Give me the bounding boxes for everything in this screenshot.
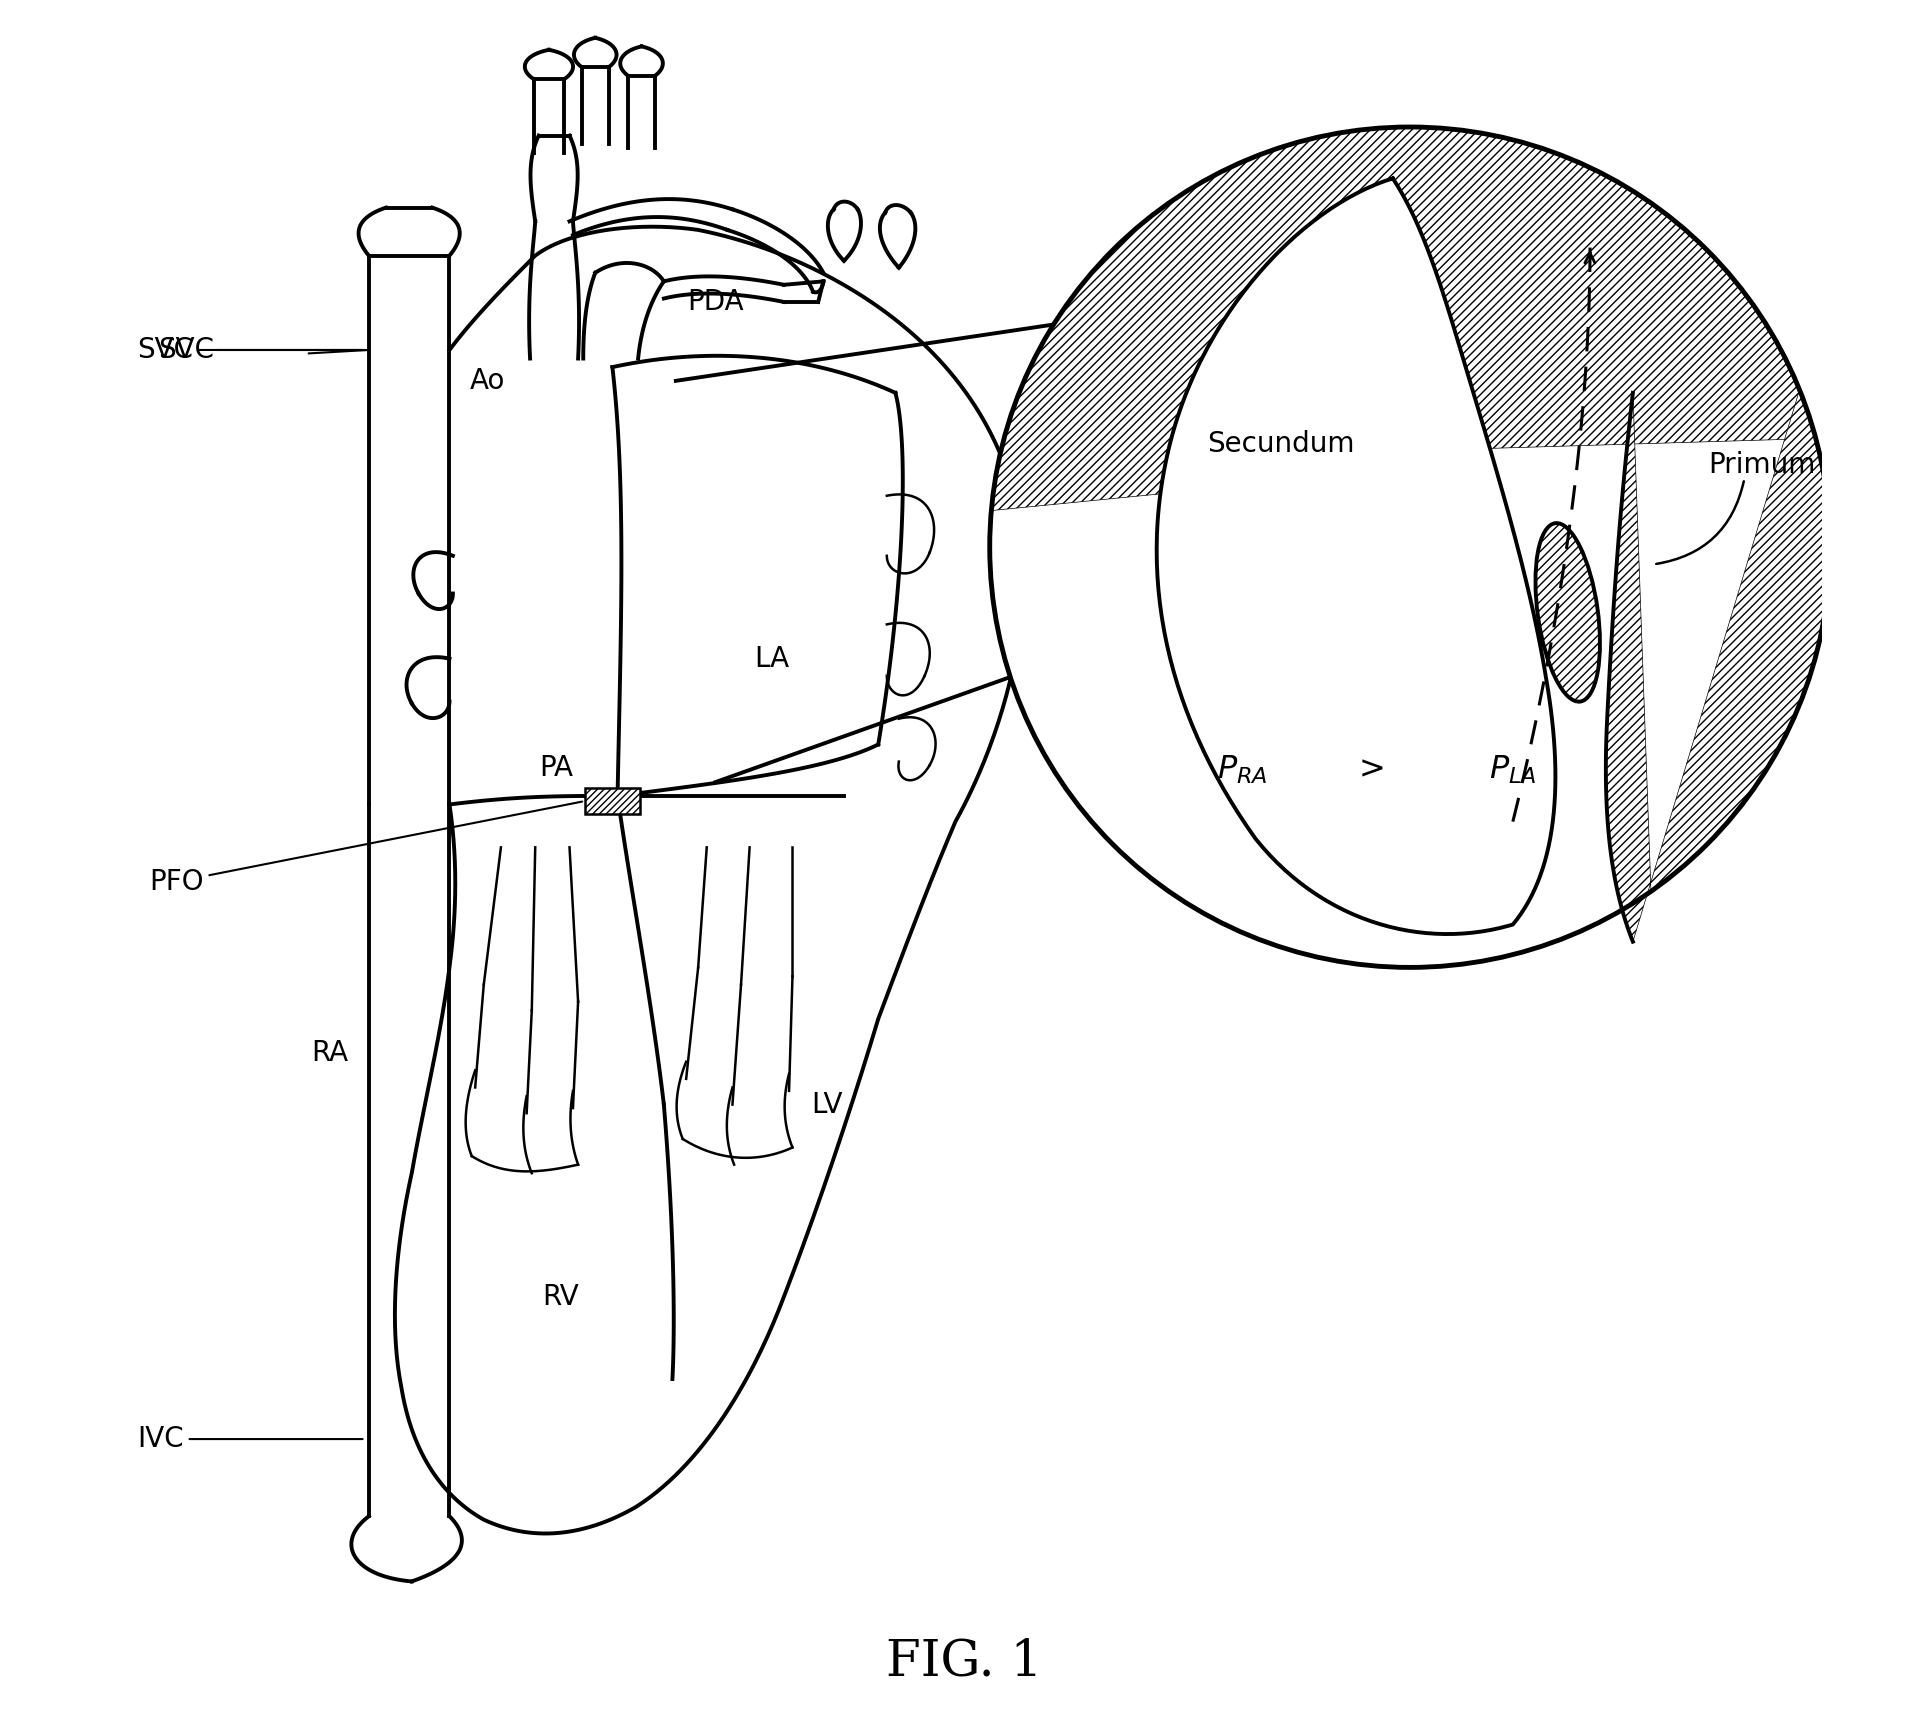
Ellipse shape bbox=[1535, 524, 1600, 702]
Text: IVC: IVC bbox=[137, 1425, 362, 1452]
Text: Ao: Ao bbox=[470, 367, 505, 394]
Polygon shape bbox=[991, 126, 1816, 510]
Text: $P_{RA}$: $P_{RA}$ bbox=[1217, 754, 1267, 787]
Polygon shape bbox=[1157, 178, 1556, 934]
Bar bbox=[584, 788, 640, 814]
Text: PA: PA bbox=[538, 754, 573, 783]
Text: Secundum: Secundum bbox=[1207, 431, 1355, 458]
Text: LA: LA bbox=[754, 645, 789, 673]
Text: SVC: SVC bbox=[137, 335, 362, 365]
Text: FIG. 1: FIG. 1 bbox=[885, 1637, 1043, 1688]
Text: SVC: SVC bbox=[158, 335, 214, 365]
Text: RV: RV bbox=[542, 1283, 578, 1311]
Text: $P_{LA}$: $P_{LA}$ bbox=[1488, 754, 1537, 787]
Text: Primum: Primum bbox=[1708, 451, 1816, 479]
Circle shape bbox=[989, 126, 1830, 968]
Text: >: > bbox=[1359, 754, 1386, 785]
Polygon shape bbox=[395, 226, 1024, 1534]
Text: RA: RA bbox=[310, 1039, 347, 1067]
Text: PFO: PFO bbox=[148, 802, 582, 896]
Polygon shape bbox=[1606, 389, 1830, 942]
Text: PDA: PDA bbox=[686, 289, 744, 316]
Text: LV: LV bbox=[812, 1091, 843, 1119]
